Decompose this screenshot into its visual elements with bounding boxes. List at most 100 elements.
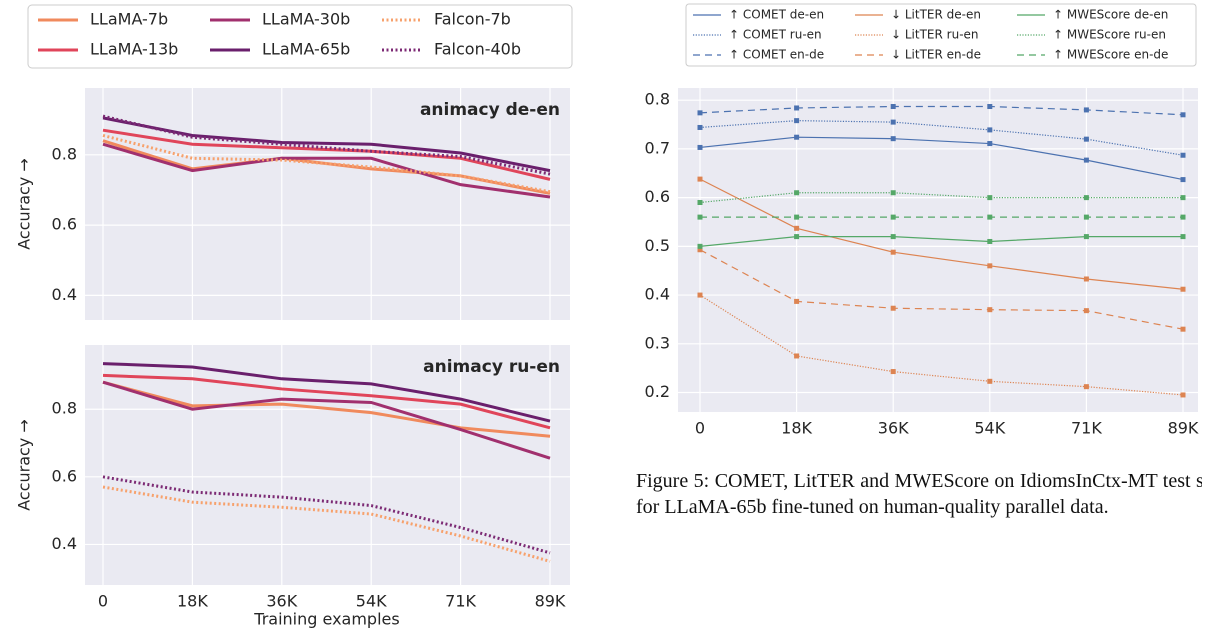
point xyxy=(1180,214,1186,220)
series-line xyxy=(699,105,1184,116)
point xyxy=(794,105,800,111)
x-tick-label: 18K xyxy=(177,592,208,611)
series-line xyxy=(102,116,551,173)
point xyxy=(1083,214,1089,220)
point xyxy=(697,292,703,298)
point xyxy=(987,307,993,313)
series-line xyxy=(102,380,551,438)
x-tick-label: 54K xyxy=(974,419,1005,438)
y-tick-label: 0.2 xyxy=(645,382,670,401)
legend-label: Falcon-7b xyxy=(434,10,511,29)
point xyxy=(987,195,993,201)
point xyxy=(794,225,800,231)
y-tick-label: 0.3 xyxy=(645,333,670,352)
point xyxy=(890,119,896,125)
legend-label: ↓ LitTER en-de xyxy=(891,48,981,62)
y-axis-label: Accuracy → xyxy=(15,419,34,511)
point xyxy=(987,263,993,269)
x-tick-label: 89K xyxy=(1168,419,1199,438)
point xyxy=(987,238,993,244)
point xyxy=(987,378,993,384)
legend-label: LLaMA-65b xyxy=(262,40,350,59)
point xyxy=(794,214,800,220)
x-tick-label: 36K xyxy=(878,419,909,438)
plot-background xyxy=(85,88,570,320)
point xyxy=(697,110,703,116)
legend-label: ↑ COMET ru-en xyxy=(729,28,822,42)
point xyxy=(1083,157,1089,163)
x-tick-label: 18K xyxy=(781,419,812,438)
y-tick-label: 0.6 xyxy=(645,187,670,206)
legend-label: ↑ MWEScore en-de xyxy=(1053,48,1168,62)
series-line xyxy=(102,475,551,555)
y-tick-label: 0.6 xyxy=(52,466,77,485)
point xyxy=(1083,195,1089,201)
y-tick-label: 0.4 xyxy=(645,285,670,304)
y-tick-label: 0.4 xyxy=(52,285,77,304)
caption-box: Figure 5: COMET, LitTER and MWEScore on … xyxy=(636,468,1202,520)
panel-title: animacy de-en xyxy=(420,100,560,120)
point xyxy=(987,141,993,147)
legend-label: LLaMA-7b xyxy=(90,10,168,29)
legend-box xyxy=(685,3,1197,67)
caption: Figure 5: COMET, LitTER and MWEScore on … xyxy=(636,470,1202,518)
point xyxy=(1083,107,1089,113)
point xyxy=(697,144,703,150)
legend-label: ↑ MWEScore de-en xyxy=(1053,8,1168,22)
point xyxy=(1083,384,1089,390)
point xyxy=(1180,326,1186,332)
series-line xyxy=(699,192,1183,204)
point xyxy=(1083,308,1089,314)
point xyxy=(1180,234,1186,240)
point xyxy=(890,305,896,311)
x-tick-label: 0 xyxy=(98,592,108,611)
x-axis-label: Training examples xyxy=(253,610,399,629)
y-tick-label: 0.8 xyxy=(52,399,77,418)
point xyxy=(1083,276,1089,282)
point xyxy=(987,127,993,133)
y-tick-label: 0.5 xyxy=(645,236,670,255)
y-tick-label: 0.7 xyxy=(645,138,670,157)
point xyxy=(794,190,800,196)
series-line xyxy=(102,128,551,181)
point xyxy=(890,136,896,142)
y-tick-label: 0.6 xyxy=(52,215,77,234)
legend-label: ↓ LitTER de-en xyxy=(891,8,981,22)
point xyxy=(987,104,993,110)
point xyxy=(1083,234,1089,240)
series-line xyxy=(102,134,551,194)
legend-box xyxy=(27,4,573,69)
point xyxy=(890,190,896,196)
point xyxy=(697,243,703,249)
point xyxy=(890,249,896,255)
point xyxy=(1180,177,1186,183)
series-line xyxy=(699,136,1184,181)
series-line xyxy=(102,485,551,563)
y-tick-label: 0.8 xyxy=(645,90,670,109)
x-tick-label: 89K xyxy=(535,592,566,611)
panel-title: animacy ru-en xyxy=(423,357,560,377)
point xyxy=(1180,152,1186,158)
series-line xyxy=(699,236,1183,247)
point xyxy=(794,234,800,240)
point xyxy=(890,104,896,110)
series-line xyxy=(699,294,1184,396)
y-tick-label: 0.4 xyxy=(52,534,77,553)
point xyxy=(697,176,703,182)
point xyxy=(697,247,703,253)
x-tick-label: 71K xyxy=(1071,419,1102,438)
series-line xyxy=(699,178,1184,290)
point xyxy=(1083,136,1089,142)
legend-label: ↓ LitTER ru-en xyxy=(891,28,979,42)
point xyxy=(1180,195,1186,201)
x-tick-label: 54K xyxy=(356,592,387,611)
point xyxy=(794,353,800,359)
x-tick-label: 0 xyxy=(695,419,705,438)
point xyxy=(987,214,993,220)
point xyxy=(697,199,703,205)
legend-label: Falcon-40b xyxy=(434,40,521,59)
point xyxy=(1180,112,1186,118)
point xyxy=(890,214,896,220)
point xyxy=(697,124,703,130)
